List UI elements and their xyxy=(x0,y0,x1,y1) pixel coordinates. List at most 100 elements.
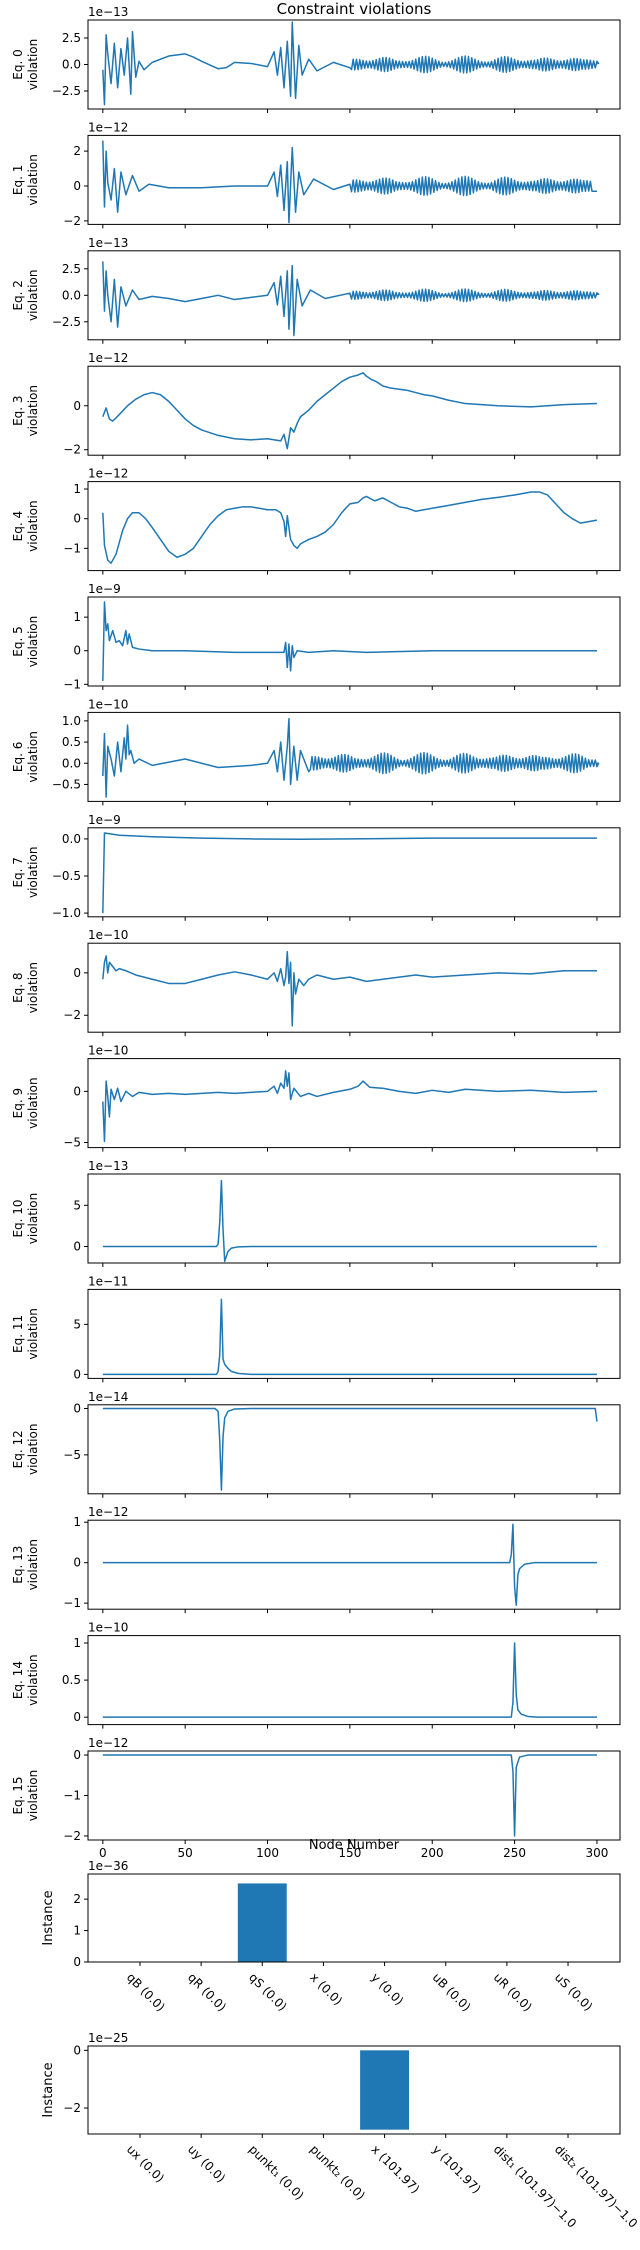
exponent-label: 1e−10 xyxy=(88,928,128,942)
category-label: x (101.97) xyxy=(368,2142,422,2196)
y-axis-label: Eq. 12violation xyxy=(11,1424,40,1475)
series-line xyxy=(102,601,597,681)
exponent-label: 1e−11 xyxy=(88,1274,128,1288)
y-axis-label: Eq. 4violation xyxy=(11,500,40,551)
exponent-label: 1e−13 xyxy=(88,1159,128,1173)
y-axis-label: Eq. 14violation xyxy=(11,1654,40,1705)
panel-eq-6: 1e−10 Eq. 6violation −0.5 0.0 0.5 1.0 xyxy=(11,697,621,806)
y-axis-label: Eq. 5violation xyxy=(11,616,40,667)
axes-frame xyxy=(87,1058,621,1149)
axes-frame xyxy=(87,250,621,341)
category-label: qB (0.0) xyxy=(124,1970,168,2014)
category-label: ux (0.0) xyxy=(124,2142,167,2185)
y-tick-label: 0 xyxy=(73,2043,81,2057)
y-tick-label: 5 xyxy=(73,1198,81,1212)
axes-frame xyxy=(87,1404,621,1495)
panel-bar-2: 1e−25 Instance −2 0 ux (0.0) uy (0.0) punkt₁ (… xyxy=(41,2031,640,2231)
y-tick-label: 2.5 xyxy=(62,31,81,45)
y-axis-label: Eq. 8violation xyxy=(11,962,40,1013)
panel-eq-10: 1e−13 Eq. 10violation 0 5 xyxy=(11,1159,621,1267)
y-tick-label: 0 xyxy=(73,1710,81,1724)
y-tick-label: 0.0 xyxy=(62,288,81,302)
series-line xyxy=(102,140,597,224)
category-label: uy (0.0) xyxy=(185,2142,228,2185)
x-tick-label: 200 xyxy=(421,1846,444,1860)
axes-frame xyxy=(87,481,621,572)
category-label: qS (0.0) xyxy=(246,1970,289,2013)
bar xyxy=(237,1883,287,1962)
axes-frame xyxy=(87,1635,621,1726)
y-tick-label: −2 xyxy=(63,214,81,228)
panel-eq-8: 1e−10 Eq. 8violation −2 0 xyxy=(11,928,621,1037)
y-tick-label: 0 xyxy=(73,512,81,526)
axes-frame xyxy=(87,1750,621,1841)
y-axis-label: Eq. 7violation xyxy=(11,847,40,898)
y-tick-label: 2 xyxy=(73,1892,81,1906)
y-tick-label: 0.0 xyxy=(62,756,81,770)
panel-eq-5: 1e−9 Eq. 5violation −1 0 1 xyxy=(11,582,621,691)
series-line xyxy=(102,1298,597,1376)
series-line xyxy=(102,950,597,1027)
category-label: punkt₂ (0.0) xyxy=(307,2142,368,2203)
panel-eq-2: 1e−13 Eq. 2violation −2.5 0.0 2.5 xyxy=(11,236,621,344)
subplot-panels: 1e−13 Eq. 0violation −2.5 0.0 2.5 1e−12 Eq. 1v… xyxy=(11,5,640,2231)
axes-frame xyxy=(87,1519,621,1610)
panel-eq-1: 1e−12 Eq. 1violation −2 0 2 xyxy=(11,120,621,229)
y-tick-label: −5 xyxy=(63,1135,81,1149)
panel-eq-4: 1e−12 Eq. 4violation −1 0 1 xyxy=(11,467,621,575)
axes-frame xyxy=(87,19,621,110)
axes-frame xyxy=(87,711,621,802)
exponent-label: 1e−14 xyxy=(88,1390,128,1404)
series-line xyxy=(102,1642,597,1718)
axes-frame xyxy=(87,1173,621,1264)
category-label: qR (0.0) xyxy=(185,1970,229,2014)
y-tick-label: 0 xyxy=(73,1084,81,1098)
y-tick-label: −0.5 xyxy=(52,777,81,791)
exponent-label: 1e−12 xyxy=(88,1736,128,1750)
y-tick-label: 0 xyxy=(73,179,81,193)
y-tick-label: −2 xyxy=(63,1829,81,1843)
y-tick-label: 1 xyxy=(73,610,81,624)
axes-frame xyxy=(87,596,621,687)
panel-eq-9: 1e−10 Eq. 9violation −5 0 xyxy=(11,1044,621,1152)
panel-eq-11: 1e−11 Eq. 11violation 0 5 xyxy=(11,1274,621,1383)
y-tick-label: 0 xyxy=(73,966,81,980)
y-tick-label: 0.5 xyxy=(62,1673,81,1687)
panel-eq-0: 1e−13 Eq. 0violation −2.5 0.0 2.5 xyxy=(11,5,621,113)
y-tick-label: −1 xyxy=(63,677,81,691)
panel-bar-1: 1e−36 Instance 0 1 2 qB (0.0) qR (0.0) qS (0.0)… xyxy=(41,1859,621,2014)
series-line xyxy=(102,261,600,337)
y-tick-label: 1 xyxy=(73,1515,81,1529)
y-axis-label: Eq. 6violation xyxy=(11,731,40,782)
y-tick-label: 0 xyxy=(73,1748,81,1762)
exponent-label: 1e−12 xyxy=(88,1505,128,1519)
y-axis-label: Eq. 2violation xyxy=(11,270,40,321)
y-tick-label: 1 xyxy=(73,1636,81,1650)
exponent-label: 1e−9 xyxy=(88,582,121,596)
x-tick-label: 250 xyxy=(503,1846,526,1860)
x-axis-label: Node Number xyxy=(309,1838,400,1853)
panel-eq-14: 1e−10 Eq. 14violation 0 0.5 1 xyxy=(11,1621,621,1729)
panel-eq-13: 1e−12 Eq. 13violation −1 0 1 xyxy=(11,1505,621,1614)
y-tick-label: −1 xyxy=(63,1596,81,1610)
series-line xyxy=(102,491,598,564)
category-label: punkt₁ (0.0) xyxy=(246,2142,307,2203)
category-label: uR (0.0) xyxy=(491,1970,535,2014)
axes-frame xyxy=(87,365,621,456)
y-tick-label: 0 xyxy=(73,1240,81,1254)
y-axis-label: Eq. 1violation xyxy=(11,154,40,205)
x-tick-label: 100 xyxy=(256,1846,279,1860)
panel-eq-3: 1e−12 Eq. 3violation −2 0 xyxy=(11,351,621,460)
y-axis-label: Instance xyxy=(41,1890,56,1945)
y-tick-label: 2 xyxy=(73,144,81,158)
axes-frame xyxy=(87,1873,621,1963)
panel-eq-12: 1e−14 Eq. 12violation −5 0 xyxy=(11,1390,621,1498)
series-line xyxy=(102,372,597,450)
category-label: uS (0.0) xyxy=(552,1970,595,2013)
exponent-label: 1e−12 xyxy=(88,467,128,481)
y-axis-label: Eq. 15violation xyxy=(11,1770,40,1821)
y-tick-label: −2 xyxy=(63,2101,81,2115)
series-line xyxy=(102,832,597,914)
exponent-label: 1e−36 xyxy=(88,1859,128,1873)
x-tick-label: 0 xyxy=(99,1846,107,1860)
